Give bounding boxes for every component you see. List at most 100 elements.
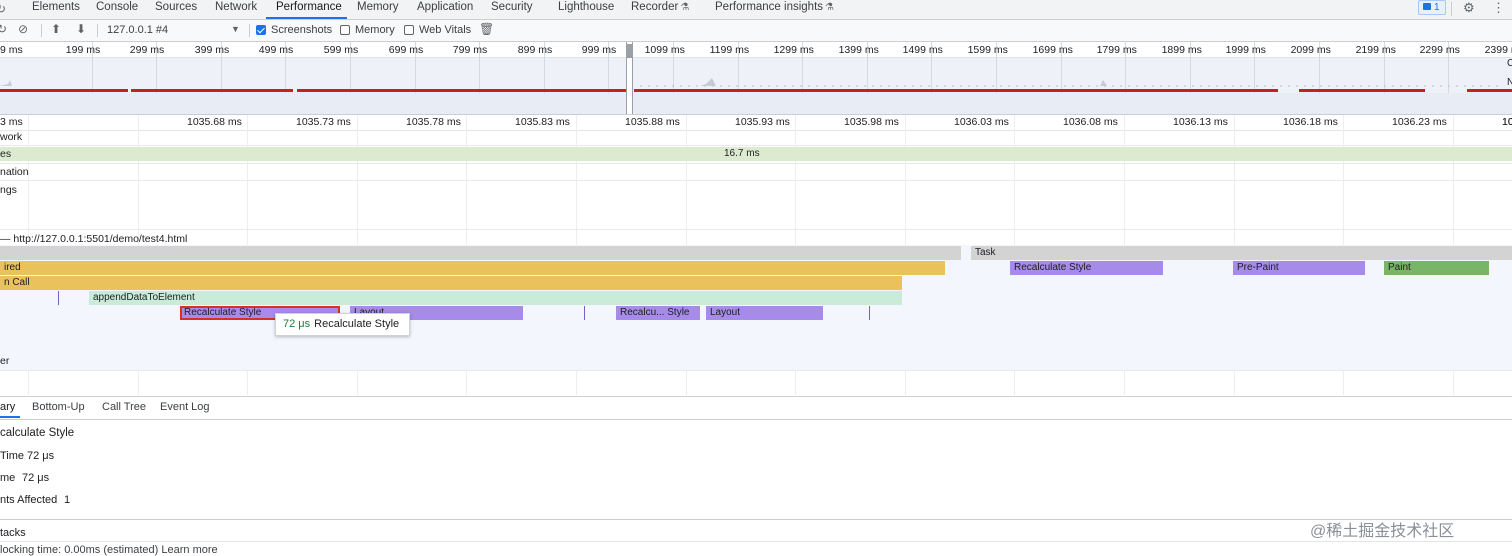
flame-event-tiny[interactable] bbox=[584, 306, 585, 320]
divider bbox=[0, 145, 1512, 146]
tab-lighthouse[interactable]: Lighthouse bbox=[558, 1, 615, 13]
flame-event-tiny[interactable] bbox=[869, 306, 870, 320]
divider bbox=[0, 370, 1512, 371]
tab-security[interactable]: Security bbox=[491, 1, 533, 13]
track-label-main[interactable]: — http://127.0.0.1:5501/demo/test4.html bbox=[0, 233, 188, 245]
overview-tick-label: 699 ms bbox=[388, 44, 424, 56]
overview-tick-label: 1299 ms bbox=[773, 44, 814, 56]
summary-blocking-time: locking time: 0.00ms (estimated) Learn m… bbox=[0, 544, 218, 556]
tab-performance-insights[interactable]: Performance insights ⚗ bbox=[715, 0, 834, 19]
overview-grid-line bbox=[1190, 42, 1191, 114]
flame-event-recalculate-style[interactable]: Recalcu... Style bbox=[616, 306, 700, 320]
chevron-down-icon: ▼ bbox=[231, 24, 240, 34]
overview-tick-label: 899 ms bbox=[517, 44, 553, 56]
ruler-tick-label: 1036.18 ms bbox=[1283, 116, 1338, 128]
overview-grid-line bbox=[608, 42, 609, 114]
memory-checkbox[interactable] bbox=[340, 25, 350, 35]
track-label-animation[interactable]: nation bbox=[0, 166, 29, 178]
flame-event-paint[interactable]: Paint bbox=[1384, 261, 1489, 275]
flame-event-tiny[interactable] bbox=[58, 291, 59, 305]
reload-record-icon[interactable]: ↻ bbox=[0, 22, 8, 36]
issues-badge[interactable]: 1 bbox=[1418, 0, 1446, 15]
summary-row-label: me bbox=[0, 472, 16, 484]
more-vertical-icon[interactable]: ⋮ bbox=[1492, 0, 1505, 15]
overview-grid-line bbox=[221, 42, 222, 114]
overview-side-letter: N bbox=[1507, 77, 1512, 88]
tab-recorder[interactable]: Recorder ⚗ bbox=[631, 0, 689, 19]
ruler-tick-label: 1035.93 ms bbox=[735, 116, 790, 128]
track-label-raster[interactable]: er bbox=[0, 355, 10, 367]
flame-event-timer-fired[interactable]: ired bbox=[0, 261, 945, 275]
tab-network[interactable]: Network bbox=[215, 1, 258, 13]
upload-icon[interactable]: ⬆ bbox=[51, 22, 62, 36]
ruler-tick-label: 3 ms bbox=[0, 116, 23, 128]
flame-event-label: Layout bbox=[710, 307, 741, 318]
profile-select-value: 127.0.0.1 #4 bbox=[107, 24, 169, 36]
overview-grid-line bbox=[479, 42, 480, 114]
flame-event-label: Recalculate Style bbox=[184, 307, 262, 318]
tab-memory[interactable]: Memory bbox=[357, 1, 399, 13]
overview-grid-line bbox=[931, 42, 932, 114]
divider bbox=[249, 24, 250, 37]
flame-event-append-data-to-element[interactable]: appendDataToElement bbox=[89, 291, 902, 305]
overview-tick-label: 1099 ms bbox=[644, 44, 685, 56]
gear-icon[interactable]: ⚙ bbox=[1463, 0, 1475, 15]
flame-event-label: Layout bbox=[354, 307, 384, 318]
clear-icon[interactable]: ⊘ bbox=[18, 22, 29, 36]
download-icon[interactable]: ⬇ bbox=[76, 22, 87, 36]
flame-event-task[interactable]: Task bbox=[971, 246, 1512, 260]
profile-select[interactable]: 127.0.0.1 #4 ▼ bbox=[103, 20, 243, 41]
overview-tick-label: 2199 ms bbox=[1355, 44, 1396, 56]
ruler-tick-label: 1036.13 ms bbox=[1173, 116, 1228, 128]
tab-bottom-up[interactable]: Bottom-Up bbox=[32, 401, 85, 413]
web-vitals-checkbox[interactable] bbox=[404, 25, 414, 35]
track-label-network[interactable]: work bbox=[0, 131, 23, 143]
tab-call-tree[interactable]: Call Tree bbox=[102, 401, 147, 413]
reload-icon[interactable]: ↻ bbox=[0, 2, 7, 16]
overview-tick-label: 1399 ms bbox=[838, 44, 879, 56]
ruler-tick-label: 1035.78 ms bbox=[406, 116, 461, 128]
ruler-tick-label: 1035.73 ms bbox=[296, 116, 351, 128]
overview-grid-line bbox=[1448, 42, 1449, 114]
flame-event-label: n Call bbox=[4, 277, 30, 288]
flame-event-function-call[interactable]: n Call bbox=[0, 276, 902, 290]
flame-event-pre-paint[interactable]: Pre-Paint bbox=[1233, 261, 1365, 275]
timeline-ruler: 3 ms 1035.68 ms 1035.73 ms 1035.78 ms 1035.8… bbox=[0, 115, 1512, 131]
tooltip-duration: 72 μs bbox=[283, 318, 311, 330]
overview-grid-line bbox=[1319, 42, 1320, 114]
flame-event-task[interactable] bbox=[0, 246, 961, 260]
overview-tick-label: 1999 ms bbox=[1225, 44, 1266, 56]
overview-grid-line bbox=[350, 42, 351, 114]
overview-grid-line bbox=[285, 42, 286, 114]
screenshots-checkbox[interactable] bbox=[256, 25, 266, 35]
flame-event-recalculate-style[interactable]: Recalculate Style bbox=[1010, 261, 1163, 275]
trash-icon[interactable]: 🗑 bbox=[479, 22, 495, 36]
flame-event-label: Recalculate Style bbox=[1014, 262, 1092, 273]
timeline-overview[interactable]: 9 ms 199 ms 299 ms 399 ms 499 ms 599 ms 699 ms… bbox=[0, 42, 1512, 115]
tab-application[interactable]: Application bbox=[417, 1, 474, 13]
track-label-timings[interactable]: ngs bbox=[0, 184, 17, 196]
overview-selection-window[interactable] bbox=[626, 42, 633, 114]
overview-tick-label: 2399 ms bbox=[1484, 44, 1512, 56]
tab-elements[interactable]: Elements bbox=[32, 1, 80, 13]
overview-grid-line bbox=[738, 42, 739, 114]
selection-handle[interactable] bbox=[626, 44, 632, 58]
summary-row-value: 72 μs bbox=[22, 472, 50, 484]
flame-event-label: Paint bbox=[1388, 262, 1411, 273]
divider bbox=[0, 163, 1512, 164]
flame-event-layout[interactable]: Layout bbox=[706, 306, 823, 320]
tab-recorder-label: Recorder bbox=[631, 1, 679, 13]
divider bbox=[41, 24, 42, 37]
overview-tick-label: 1199 ms bbox=[709, 44, 750, 56]
summary-stacks-heading: tacks bbox=[0, 527, 26, 539]
overview-tick-label: 1899 ms bbox=[1161, 44, 1202, 56]
tab-summary[interactable]: ary bbox=[0, 401, 16, 413]
tab-performance-insights-label: Performance insights bbox=[715, 1, 824, 13]
tab-console[interactable]: Console bbox=[96, 1, 139, 13]
tab-performance[interactable]: Performance bbox=[276, 1, 342, 13]
tab-event-log[interactable]: Event Log bbox=[160, 401, 210, 413]
frames-track[interactable]: es 16.7 ms bbox=[0, 147, 1512, 161]
tab-sources[interactable]: Sources bbox=[155, 1, 198, 13]
overview-tick-label: 299 ms bbox=[129, 44, 165, 56]
overview-tick-label: 9 ms bbox=[0, 44, 23, 56]
